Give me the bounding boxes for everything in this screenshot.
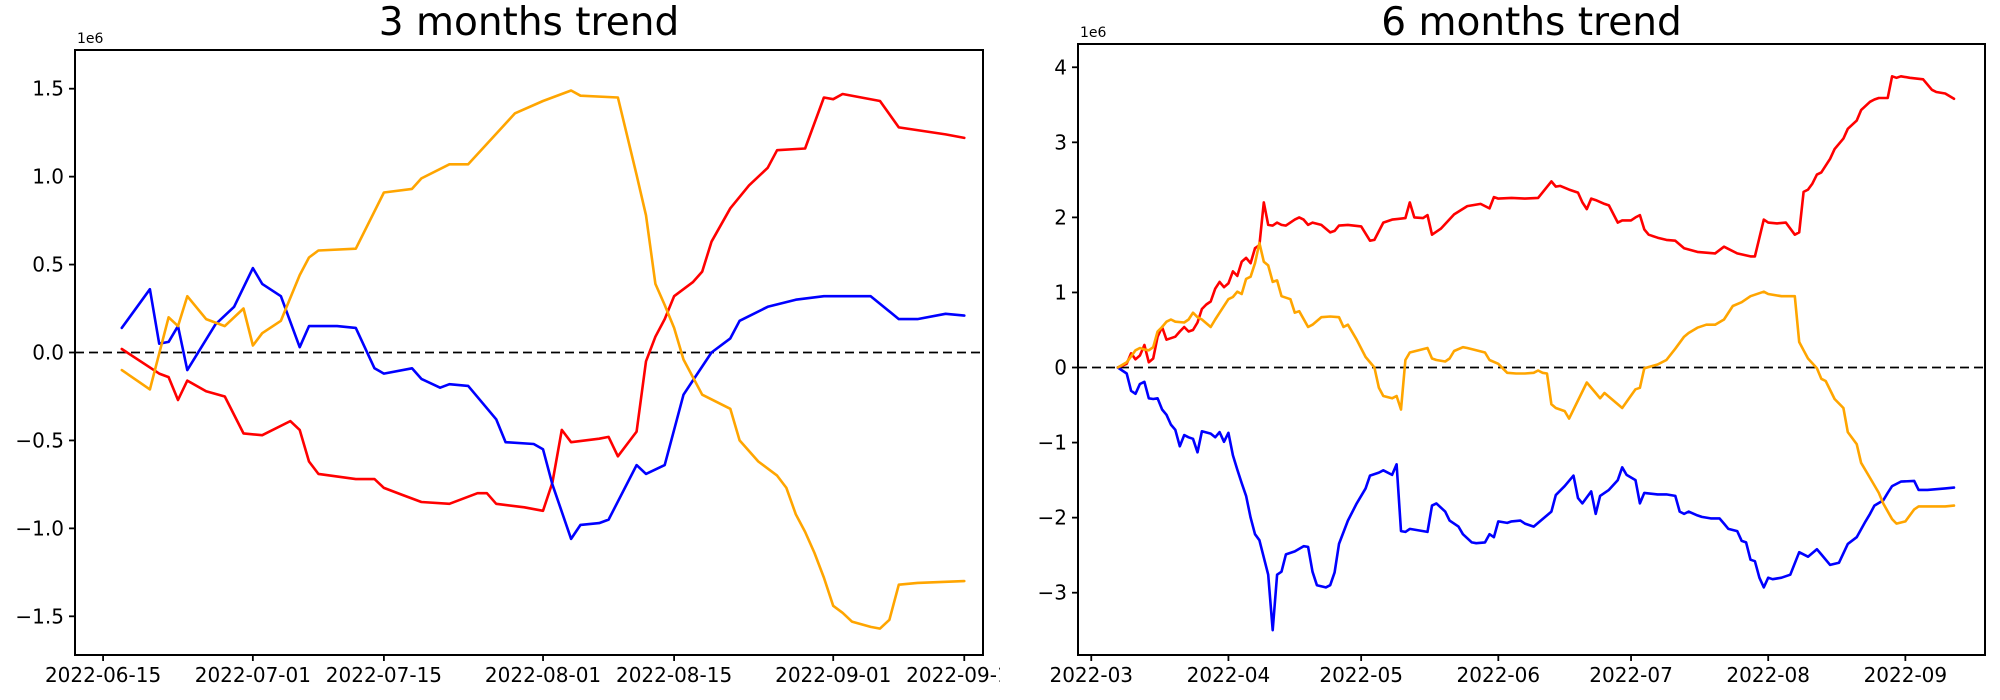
chart-6-months-trend: 6 months trend 2022-03 2022-04 2022-05 2022… xyxy=(1000,0,2000,700)
x-tick-label: 2022-09-15 xyxy=(906,663,1000,687)
y-tick-label: −3 xyxy=(1038,581,1067,605)
x-tick-label: 2022-06-15 xyxy=(45,663,161,687)
y-tick-label: 1.0 xyxy=(32,165,64,189)
x-tick-label: 2022-05 xyxy=(1319,663,1403,687)
series-line-orange xyxy=(1116,241,1956,525)
plot-svg-3-months-trend: 2022-06-15 2022-07-01 2022-07-15 2022-08-01… xyxy=(15,31,1000,687)
chart-3-months-trend: 3 months trend 2022-06-15 2022-07-01 2022-… xyxy=(15,0,1000,687)
x-tick-label: 2022-09-01 xyxy=(775,663,891,687)
y-tick-label: −2 xyxy=(1038,506,1067,530)
x-tick-label: 2022-03 xyxy=(1049,663,1133,687)
x-tick-label: 2022-08-15 xyxy=(616,663,732,687)
x-tick-label: 2022-04 xyxy=(1187,663,1271,687)
series-line-orange xyxy=(120,89,966,630)
x-tick-label: 2022-09 xyxy=(1864,663,1948,687)
y-tick-label: 0.0 xyxy=(32,341,64,365)
x-tick-label: 2022-08 xyxy=(1726,663,1810,687)
y-tick-label: −1 xyxy=(1038,431,1067,455)
y-tick-label: 4 xyxy=(1054,55,1067,79)
series-line-red xyxy=(1116,75,1956,369)
series-line-red xyxy=(120,92,966,513)
y-tick-label: 1 xyxy=(1054,280,1067,304)
y-tick-label: 0.5 xyxy=(32,253,64,277)
axes-box xyxy=(1077,43,1986,656)
chart-title-6-months: 6 months trend xyxy=(1381,0,1682,45)
y-tick-label: 3 xyxy=(1054,130,1067,154)
y-tick-label: −1.5 xyxy=(15,604,64,628)
y-tick-label: 2 xyxy=(1054,205,1067,229)
x-tick-label: 2022-06 xyxy=(1457,663,1541,687)
y-tick-label: 0 xyxy=(1054,356,1067,380)
series-line-blue xyxy=(120,266,966,541)
y-tick-label: −1.0 xyxy=(15,516,64,540)
axis-offset-label: 1e6 xyxy=(1080,25,1107,41)
x-tick-label: 2022-07 xyxy=(1589,663,1673,687)
x-tick-label: 2022-07-15 xyxy=(326,663,442,687)
series-line-blue xyxy=(1116,366,1956,632)
plot-svg-6-months-trend: 2022-03 2022-04 2022-05 2022-06 2022-07 2022-… xyxy=(1038,25,1986,687)
x-tick-label: 2022-07-01 xyxy=(195,663,311,687)
x-tick-label: 2022-08-01 xyxy=(485,663,601,687)
axis-offset-label: 1e6 xyxy=(77,31,104,47)
y-tick-label: 1.5 xyxy=(32,77,64,101)
chart-title-3-months: 3 months trend xyxy=(378,0,680,45)
y-tick-label: −0.5 xyxy=(15,428,64,452)
